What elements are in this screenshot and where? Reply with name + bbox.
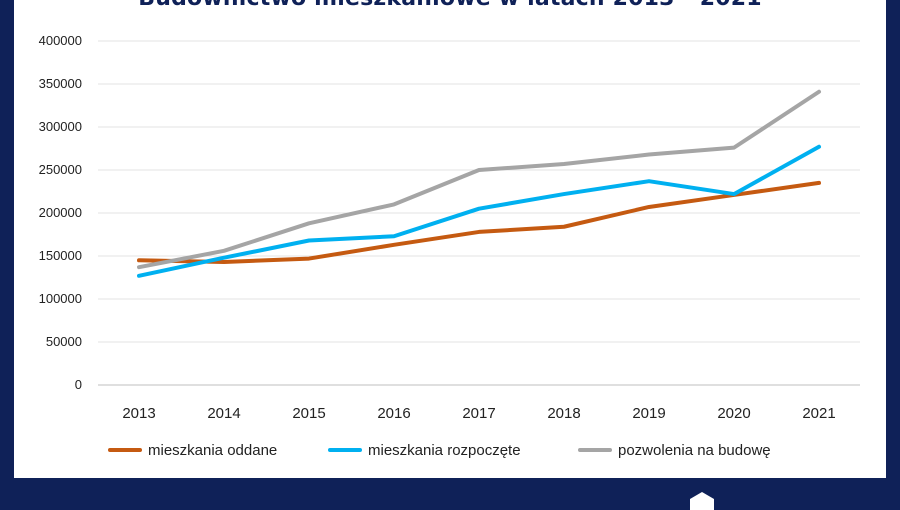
- x-tick-label: 2019: [632, 405, 665, 422]
- legend-label: mieszkania rozpoczęte: [368, 442, 521, 459]
- legend-label: pozwolenia na budowę: [618, 442, 771, 459]
- y-tick-label: 200000: [39, 205, 82, 220]
- y-tick-label: 350000: [39, 76, 82, 91]
- y-tick-label: 300000: [39, 119, 82, 134]
- y-axis-ticks: 0 50000 100000 150000 200000 250000 300000 3500…: [39, 33, 82, 392]
- series-line: [137, 144, 821, 278]
- y-tick-label: 400000: [39, 33, 82, 48]
- y-tick-label: 100000: [39, 291, 82, 306]
- chart-title: Budownictwo mieszkaniowe w latach 2013 -…: [0, 0, 900, 11]
- x-tick-label: 2018: [547, 405, 580, 422]
- logo-icon: [690, 492, 714, 510]
- x-tick-label: 2013: [122, 405, 155, 422]
- x-tick-label: 2016: [377, 405, 410, 422]
- legend: mieszkania oddane mieszkania rozpoczęte po…: [108, 442, 771, 459]
- series-line: [137, 180, 821, 265]
- y-tick-label: 150000: [39, 248, 82, 263]
- x-tick-label: 2014: [207, 405, 240, 422]
- y-tick-label: 250000: [39, 162, 82, 177]
- x-tick-label: 2021: [802, 405, 835, 422]
- x-tick-label: 2020: [717, 405, 750, 422]
- y-tick-label: 50000: [46, 334, 82, 349]
- y-tick-label: 0: [75, 377, 82, 392]
- series-line: [137, 89, 821, 270]
- grid-lines: [98, 40, 860, 386]
- chart-panel: [14, 0, 886, 478]
- x-tick-label: 2017: [462, 405, 495, 422]
- series-lines: [137, 89, 821, 278]
- legend-label: mieszkania oddane: [148, 442, 277, 459]
- x-axis-ticks: 2013 2014 2015 2016 2017 2018 2019 2020 2021: [122, 405, 835, 422]
- x-tick-label: 2015: [292, 405, 325, 422]
